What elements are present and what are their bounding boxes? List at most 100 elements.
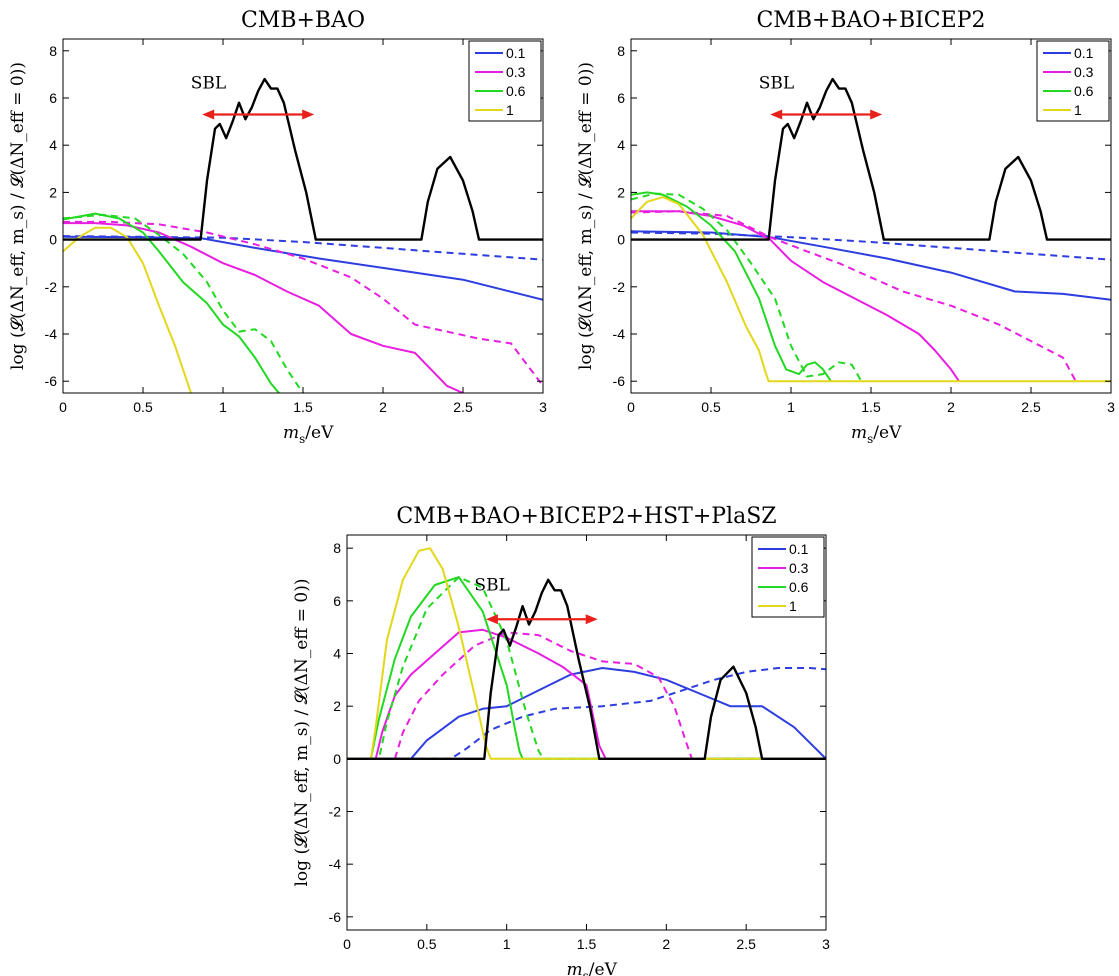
series-line-SBL-solid — [63, 77, 543, 241]
y-axis-label: log (𝓛(ΔN_eff, m_s) / 𝓛(ΔN_eff = 0)) — [8, 62, 28, 370]
series-line-0_3-dashed — [63, 220, 543, 387]
y-tick-label: 0 — [49, 232, 57, 248]
x-axis-label-rest: /eV — [873, 423, 902, 443]
series-line-0_6-dashed — [631, 192, 863, 382]
x-tick-label: 0.5 — [417, 936, 437, 952]
x-tick-label: 3 — [822, 936, 830, 952]
x-tick-label: 1 — [503, 936, 511, 952]
series-group — [347, 547, 826, 760]
chart-title: CMB+BAO+BICEP2+HST+PlaSZ — [396, 504, 776, 529]
y-tick-label: 4 — [49, 137, 57, 153]
series-line-0_1-dashed — [347, 667, 826, 760]
chart-panel-2: CMB+BAO+BICEP2 0 0.5 1 1.5 2 2.5 3 -6 -4 -2 0 2 4 6 8 ms… — [576, 8, 1115, 446]
x-tick-label: 2.5 — [453, 399, 473, 415]
legend-label: 1 — [1074, 102, 1082, 118]
x-tick-label: 0.5 — [701, 399, 721, 415]
series-line-0_1-solid — [347, 667, 826, 760]
sbl-label: SBL — [191, 74, 226, 94]
y-tick-label: -2 — [613, 279, 626, 295]
x-tick-label: 3 — [1107, 399, 1115, 415]
x-axis-label-sub: s — [583, 969, 589, 976]
x-axis-label-main: m — [283, 423, 299, 443]
y-tick-label: 6 — [49, 90, 57, 106]
series-line-SBL-solid — [347, 578, 826, 760]
legend-label: 0.1 — [789, 541, 809, 557]
legend-label: 0.3 — [506, 64, 526, 80]
x-axis-label-rest: /eV — [305, 423, 334, 443]
series-line-0_3-dashed — [347, 631, 826, 760]
series-line-0_6-solid — [631, 191, 832, 382]
x-tick-label: 2 — [947, 399, 955, 415]
series-line-0_1-dashed — [63, 235, 543, 261]
series-line-0_6-dashed — [347, 576, 826, 760]
y-tick-label: -4 — [613, 326, 626, 342]
x-axis-label-main: m — [851, 423, 867, 443]
series-group — [631, 77, 1111, 383]
x-tick-label: 2.5 — [736, 936, 756, 952]
legend: 0.1 0.3 0.6 1 — [751, 536, 825, 618]
x-axis-label-rest: /eV — [589, 960, 618, 976]
x-tick-label: 1 — [787, 399, 795, 415]
sbl-label: SBL — [759, 74, 794, 94]
chart-panel-1: CMB+BAO 0 0.5 1 1.5 2 2.5 3 -6 -4 -2 0 2 4 6 8 ms/eV log … — [8, 8, 547, 446]
y-tick-label: 6 — [617, 90, 625, 106]
x-tick-label: 1.5 — [577, 936, 597, 952]
series-line-0_3-solid — [631, 210, 960, 382]
y-tick-label: 8 — [333, 540, 341, 556]
legend-label: 0.1 — [506, 45, 526, 61]
legend-label: 0.6 — [1074, 83, 1094, 99]
series-line-0_1-solid — [63, 235, 543, 301]
x-tick-label: 1.5 — [293, 399, 313, 415]
x-axis-label: ms/eV — [567, 960, 618, 976]
y-tick-label: 0 — [617, 232, 625, 248]
chart-title: CMB+BAO+BICEP2 — [756, 8, 985, 33]
legend-label: 1 — [506, 102, 514, 118]
x-axis-label: ms/eV — [851, 423, 902, 446]
y-tick-label: 2 — [49, 184, 57, 200]
y-tick-label: -4 — [45, 326, 58, 342]
series-line-0_3-dashed — [631, 210, 1077, 382]
y-tick-label: -6 — [613, 373, 626, 389]
x-tick-label: 3 — [539, 399, 547, 415]
x-tick-label: 0 — [627, 399, 635, 415]
y-tick-label: 8 — [49, 43, 57, 59]
x-tick-label: 0 — [59, 399, 67, 415]
x-axis-label-main: m — [567, 960, 583, 976]
y-tick-label: -2 — [45, 279, 58, 295]
y-tick-label: -2 — [329, 804, 342, 820]
x-axis-label-sub: s — [299, 432, 305, 446]
series-line-0_3-solid — [347, 628, 826, 760]
x-tick-label: 0.5 — [133, 399, 153, 415]
series-line-SBL-solid — [631, 77, 1111, 241]
sbl-range-arrow — [202, 109, 315, 120]
series-line-1-solid — [63, 226, 192, 393]
y-tick-label: 4 — [333, 646, 341, 662]
x-axis-label-sub: s — [867, 432, 873, 446]
series-line-1-solid — [631, 196, 1111, 383]
x-tick-label: 2 — [379, 399, 387, 415]
series-group — [63, 77, 543, 393]
y-tick-label: 6 — [333, 593, 341, 609]
legend: 0.1 0.3 0.6 1 — [468, 40, 542, 122]
legend: 0.1 0.3 0.6 1 — [1036, 40, 1110, 122]
y-axis-label: log (𝓛(ΔN_eff, m_s) / 𝓛(ΔN_eff = 0)) — [576, 62, 596, 370]
legend-label: 0.6 — [506, 83, 526, 99]
x-tick-label: 2 — [662, 936, 670, 952]
series-line-0_1-dashed — [631, 231, 1111, 261]
y-tick-label: -4 — [329, 856, 342, 872]
legend-label: 0.1 — [1074, 45, 1094, 61]
x-tick-label: 1.5 — [861, 399, 881, 415]
x-tick-label: 0 — [343, 936, 351, 952]
sbl-label: SBL — [474, 575, 509, 595]
chart-title: CMB+BAO — [241, 8, 365, 33]
y-axis-label: log (𝓛(ΔN_eff, m_s) / 𝓛(ΔN_eff = 0)) — [292, 579, 312, 887]
series-line-0_6-solid — [63, 212, 280, 393]
chart-panel-3: CMB+BAO+BICEP2+HST+PlaSZ 0 0.5 1 1.5 2 2.5 3 -6 -… — [292, 504, 830, 976]
legend-label: 0.3 — [1074, 64, 1094, 80]
y-tick-label: 0 — [333, 751, 341, 767]
legend-label: 1 — [789, 598, 797, 614]
sbl-range-arrow — [485, 614, 598, 625]
y-tick-label: -6 — [45, 373, 58, 389]
series-line-0_6-dashed — [63, 213, 304, 393]
